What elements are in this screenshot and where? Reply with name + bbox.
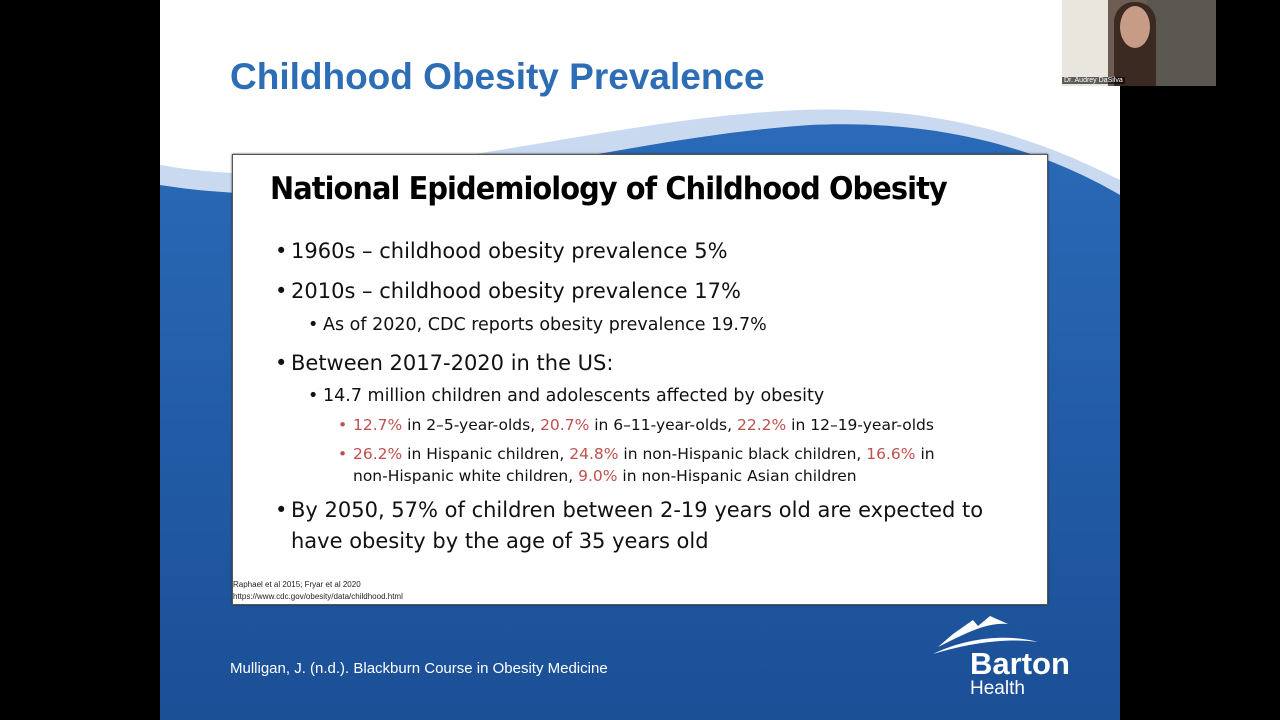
mountain-icon xyxy=(933,616,1038,654)
bullet-age-groups: • 12.7% in 2–5-year-olds, 20.7% in 6–11-y… xyxy=(338,416,934,434)
presentation-slide: Childhood Obesity Prevalence National Ep… xyxy=(160,0,1120,720)
bullet-2010s: • 2010s – childhood obesity prevalence 17… xyxy=(275,279,741,303)
content-box: National Epidemiology of Childhood Obesi… xyxy=(232,154,1048,605)
slide-title: Childhood Obesity Prevalence xyxy=(230,56,765,97)
slide-footer: Mulligan, J. (n.d.). Blackburn Course in… xyxy=(230,660,608,677)
participant-face xyxy=(1120,6,1150,48)
citation-authors: Raphael et al 2015; Fryar et al 2020 xyxy=(233,580,361,589)
bullet-2017-2020: • Between 2017-2020 in the US: xyxy=(275,351,614,375)
bullet-14-7-million: • 14.7 million children and adolescents a… xyxy=(308,386,825,406)
bullet-ethnicity: • 26.2% in Hispanic children, 24.8% in no… xyxy=(338,445,935,485)
bullet-2050: • By 2050, 57% of children between 2-19 y… xyxy=(275,498,984,553)
participant-name: Dr. Audrey DaSilva xyxy=(1062,77,1125,84)
bullet-cdc-2020: • As of 2020, CDC reports obesity prevale… xyxy=(308,315,767,335)
participant-video-tile[interactable]: Dr. Audrey DaSilva xyxy=(1062,0,1216,86)
citation-url: https://www.cdc.gov/obesity/data/childho… xyxy=(233,592,403,601)
bullet-1960s: • 1960s – childhood obesity prevalence 5% xyxy=(275,239,728,263)
box-title: National Epidemiology of Childhood Obesi… xyxy=(270,171,948,207)
barton-health-logo: Barton Health xyxy=(928,612,1088,707)
